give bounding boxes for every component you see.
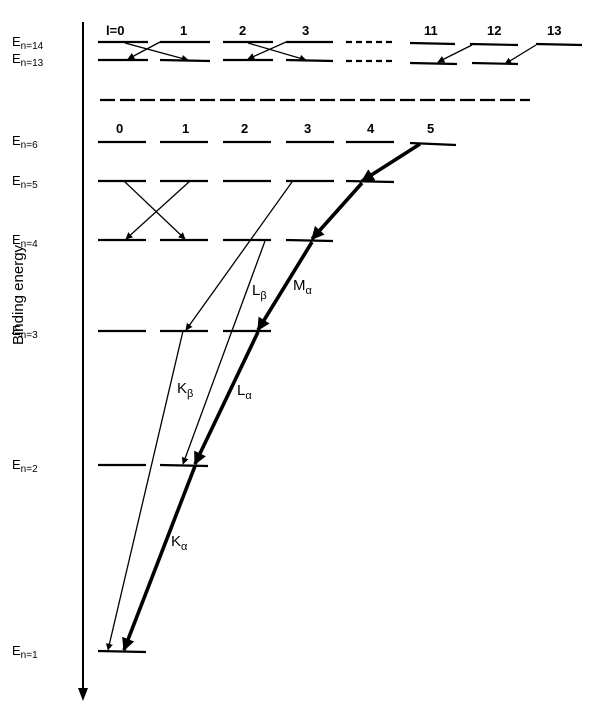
l-label-mid: 0 [116, 121, 123, 136]
l-label-top: 11 [424, 23, 438, 38]
arrow-M-alpha [256, 241, 314, 332]
arrow-n5-to-n3 [185, 181, 293, 331]
energy-level-n14 [98, 40, 583, 47]
energy-level-n6 [98, 140, 457, 147]
l-label-mid: 5 [427, 121, 434, 136]
arrow-L-alpha [193, 331, 260, 466]
transition-label-L-beta: Lβ [252, 282, 267, 302]
level-label-n13: En=13 [12, 51, 44, 69]
l-label-top: 3 [302, 23, 309, 38]
l-label-mid: 2 [241, 121, 248, 136]
l-label-mid: 4 [367, 121, 375, 136]
l-label-top: 12 [487, 23, 501, 38]
energy-level-n1 [97, 649, 147, 654]
energy-level-n5 [98, 179, 395, 184]
l-label-top: 1 [180, 23, 187, 38]
level-label-n4: En=4 [12, 232, 38, 250]
level-label-n2: En=2 [12, 457, 38, 475]
energy-level-n4 [98, 238, 334, 243]
arrow-n6-to-n5 [360, 142, 421, 183]
arrow-n5-to-n4 [310, 181, 364, 241]
transitions-n14-n13 [124, 41, 537, 65]
l-label-mid: 1 [182, 121, 189, 136]
arrow-K-alpha [122, 465, 197, 652]
l-label-mid: 3 [304, 121, 311, 136]
transitions-n5-n4 [123, 180, 191, 240]
level-label-n1: En=1 [12, 643, 38, 661]
transition-label-M-alpha: Mα [293, 277, 313, 297]
transition-label-L-alpha: Lα [237, 382, 252, 402]
transition-label-K-alpha: Kα [171, 533, 188, 553]
arrow-K-beta [106, 330, 184, 651]
arrow-L-beta [181, 240, 266, 465]
level-label-n5: En=5 [12, 173, 38, 191]
binding-energy-axis [78, 22, 88, 701]
axis-arrow-icon [78, 688, 88, 701]
transition-label-K-beta: Kβ [177, 380, 193, 400]
level-label-n14: En=14 [12, 34, 44, 52]
l-label-top: 2 [239, 23, 246, 38]
y-axis-label: Binding energy [10, 244, 27, 345]
level-label-n6: En=6 [12, 133, 38, 151]
energy-level-n2 [98, 463, 209, 468]
level-label-n3: En=3 [12, 323, 38, 341]
l-label-top: 13 [547, 23, 561, 38]
l-label-top: l=0 [106, 23, 124, 38]
energy-level-n13 [98, 58, 519, 66]
